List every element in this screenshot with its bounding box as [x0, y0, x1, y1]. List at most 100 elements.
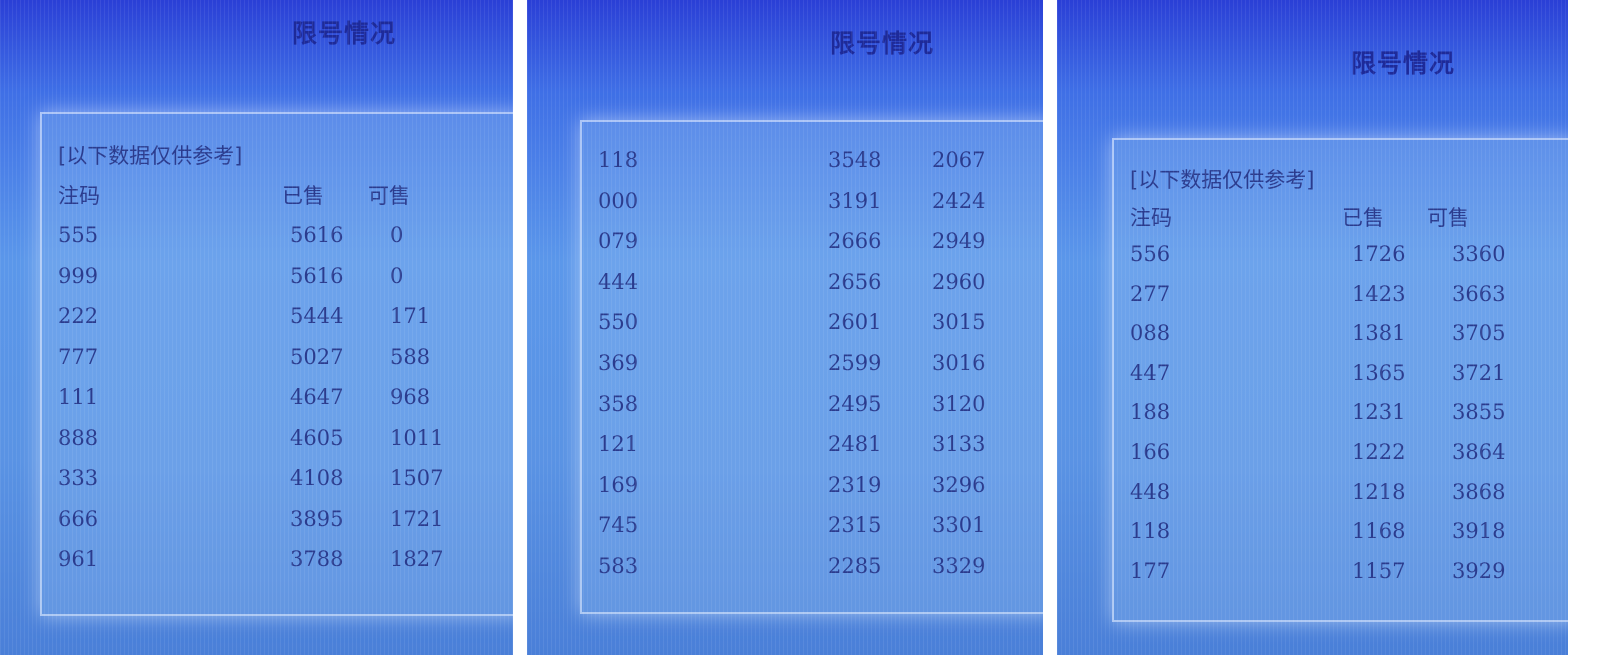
header-available: 可售	[368, 184, 410, 208]
cell-available: 3721	[1452, 361, 1506, 385]
cell-available: 171	[390, 304, 431, 328]
header-code: 注码	[1130, 206, 1172, 230]
reference-note: [以下数据仅供参考]	[58, 144, 243, 168]
cell-sold: 5616	[290, 223, 344, 247]
cell-sold: 4605	[290, 426, 344, 450]
cell-code: 583	[598, 554, 639, 578]
cell-available: 3929	[1452, 559, 1506, 583]
cell-code: 177	[1130, 559, 1171, 583]
screen-panel: 限号情况 [以下数据仅供参考] 注码 已售 可售 555 5616 0 999 5616 0 222 5…	[0, 0, 513, 655]
cell-sold: 2601	[828, 310, 882, 334]
cell-code: 556	[1130, 242, 1171, 266]
cell-code: 000	[598, 189, 639, 213]
cell-code: 888	[58, 426, 99, 450]
cell-available: 0	[390, 223, 404, 247]
cell-sold: 3548	[828, 148, 882, 172]
cell-sold: 2319	[828, 473, 882, 497]
cell-available: 968	[390, 385, 431, 409]
cell-available: 0	[390, 264, 404, 288]
cell-code: 333	[58, 466, 99, 490]
cell-code: 447	[1130, 361, 1171, 385]
cell-code: 444	[598, 270, 639, 294]
cell-sold: 2599	[828, 351, 882, 375]
cell-sold: 1218	[1352, 480, 1406, 504]
cell-sold: 3788	[290, 547, 344, 571]
cell-code: 111	[58, 385, 99, 409]
cell-sold: 4647	[290, 385, 344, 409]
cell-code: 448	[1130, 480, 1171, 504]
cell-code: 118	[1130, 519, 1171, 543]
cell-available: 3663	[1452, 282, 1506, 306]
cell-available: 2067	[932, 148, 986, 172]
cell-sold: 1168	[1352, 519, 1406, 543]
cell-code: 777	[58, 345, 99, 369]
data-table-box	[580, 120, 1043, 614]
cell-sold: 1726	[1352, 242, 1406, 266]
cell-code: 088	[1130, 321, 1171, 345]
cell-code: 118	[598, 148, 639, 172]
cell-available: 1011	[390, 426, 444, 450]
cell-available: 3016	[932, 351, 986, 375]
cell-available: 3301	[932, 513, 986, 537]
cell-code: 550	[598, 310, 639, 334]
panel-title: 限号情况	[292, 19, 397, 48]
cell-code: 369	[598, 351, 639, 375]
cell-sold: 1231	[1352, 400, 1406, 424]
cell-code: 358	[598, 392, 639, 416]
data-table-box	[1112, 138, 1568, 622]
cell-sold: 1423	[1352, 282, 1406, 306]
cell-available: 3133	[932, 432, 986, 456]
cell-sold: 2481	[828, 432, 882, 456]
cell-sold: 1365	[1352, 361, 1406, 385]
header-sold: 已售	[282, 184, 324, 208]
screen-panel: 限号情况 [以下数据仅供参考] 注码 已售 可售 556 1726 3360 277 1423 36…	[1057, 0, 1568, 655]
cell-sold: 2495	[828, 392, 882, 416]
header-code: 注码	[58, 184, 100, 208]
cell-sold: 2666	[828, 229, 882, 253]
cell-available: 3360	[1452, 242, 1506, 266]
cell-code: 188	[1130, 400, 1171, 424]
cell-available: 3918	[1452, 519, 1506, 543]
cell-code: 121	[598, 432, 639, 456]
cell-available: 1827	[390, 547, 444, 571]
cell-code: 745	[598, 513, 639, 537]
cell-code: 079	[598, 229, 639, 253]
reference-note: [以下数据仅供参考]	[1130, 168, 1315, 192]
cell-code: 666	[58, 507, 99, 531]
panel-title: 限号情况	[830, 29, 935, 58]
cell-code: 222	[58, 304, 99, 328]
cell-available: 588	[390, 345, 431, 369]
cell-code: 277	[1130, 282, 1171, 306]
cell-available: 3705	[1452, 321, 1506, 345]
cell-available: 2949	[932, 229, 986, 253]
cell-sold: 5444	[290, 304, 344, 328]
header-sold: 已售	[1342, 206, 1384, 230]
cell-available: 3296	[932, 473, 986, 497]
cell-available: 2960	[932, 270, 986, 294]
panel-title: 限号情况	[1351, 49, 1456, 78]
cell-sold: 1381	[1352, 321, 1406, 345]
cell-available: 1507	[390, 466, 444, 490]
cell-code: 166	[1130, 440, 1171, 464]
cell-available: 1721	[390, 507, 444, 531]
cell-available: 2424	[932, 189, 986, 213]
cell-code: 555	[58, 223, 99, 247]
cell-available: 3015	[932, 310, 986, 334]
cell-sold: 2315	[828, 513, 882, 537]
cell-available: 3868	[1452, 480, 1506, 504]
cell-available: 3329	[932, 554, 986, 578]
cell-sold: 1157	[1352, 559, 1406, 583]
cell-available: 3864	[1452, 440, 1506, 464]
data-table-box	[40, 112, 513, 616]
cell-available: 3855	[1452, 400, 1506, 424]
cell-sold: 5616	[290, 264, 344, 288]
cell-available: 3120	[932, 392, 986, 416]
header-available: 可售	[1427, 206, 1469, 230]
screen-panel: 限号情况 118 3548 2067 000 3191 2424 079 2666 2949 444…	[527, 0, 1043, 655]
cell-sold: 2656	[828, 270, 882, 294]
cell-sold: 5027	[290, 345, 344, 369]
cell-sold: 3895	[290, 507, 344, 531]
cell-code: 999	[58, 264, 99, 288]
cell-sold: 1222	[1352, 440, 1406, 464]
cell-code: 169	[598, 473, 639, 497]
